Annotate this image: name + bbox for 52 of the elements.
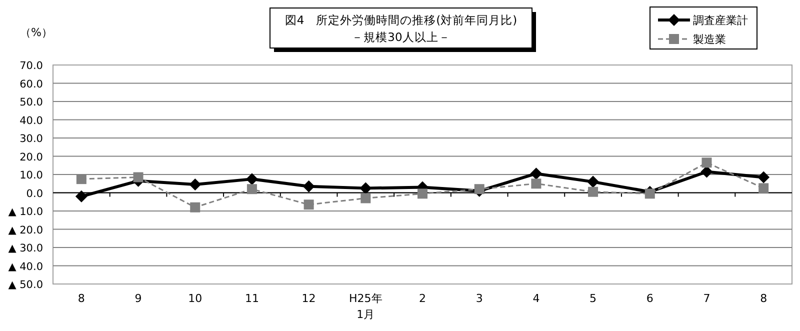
legend-label: 調査産業計 [693, 14, 748, 27]
point [304, 200, 314, 210]
x-tick-label: 4 [532, 292, 540, 305]
point [75, 190, 88, 202]
y-tick-label: ▲ 10.0 [8, 206, 43, 218]
point [302, 180, 315, 192]
y-tick-label: 60.0 [20, 78, 43, 90]
point [644, 188, 655, 199]
point [758, 171, 770, 184]
y-tick-label: 20.0 [20, 151, 43, 164]
legend-label: 製造業 [693, 33, 726, 46]
y-tick-label: 0.0 [26, 188, 43, 200]
x-tick-label: 12 [302, 292, 316, 305]
y-tick-label: 10.0 [20, 170, 43, 182]
chart-title: 図4 所定外労働時間の推移(対前年同月比) [284, 13, 518, 27]
x-tick-label: 10 [188, 292, 202, 305]
chart-subtitle: －規模30人以上－ [352, 30, 450, 44]
x-tick-label: 5 [590, 292, 597, 305]
x-tick-label: 11 [244, 292, 259, 305]
x-tick-label: 6 [646, 292, 654, 305]
y-tick-label: ▲ 50.0 [8, 279, 43, 291]
x-tick-label: H25年 1月 [349, 292, 382, 321]
point [587, 176, 600, 188]
point [360, 193, 371, 204]
point [702, 158, 712, 168]
x-tick-label: 7 [703, 292, 710, 305]
point [530, 168, 542, 180]
y-tick-label: ▲ 20.0 [8, 224, 43, 236]
point [76, 174, 86, 184]
x-tick-label: 3 [476, 292, 483, 305]
point [246, 173, 258, 186]
x-tick-label: 2 [419, 292, 426, 305]
y-tick-label: 70.0 [20, 60, 43, 72]
point [189, 178, 202, 191]
point [474, 184, 484, 194]
y-tick-label: 30.0 [20, 133, 43, 145]
point [758, 183, 769, 194]
y-axis-title: （%） [20, 26, 52, 39]
x-tick-label: 8 [78, 292, 85, 305]
y-tick-label: ▲ 30.0 [8, 242, 43, 254]
y-tick-label: 50.0 [20, 96, 43, 108]
y-tick-label: ▲ 40.0 [8, 260, 43, 273]
x-tick-label: 8 [760, 292, 768, 305]
point [418, 188, 428, 199]
y-tick-label: 40.0 [20, 114, 43, 127]
point [190, 202, 200, 212]
point [246, 184, 257, 194]
point [133, 172, 144, 182]
point [531, 178, 542, 189]
x-tick-label: 9 [134, 292, 142, 305]
point [360, 182, 372, 194]
point [588, 186, 598, 197]
